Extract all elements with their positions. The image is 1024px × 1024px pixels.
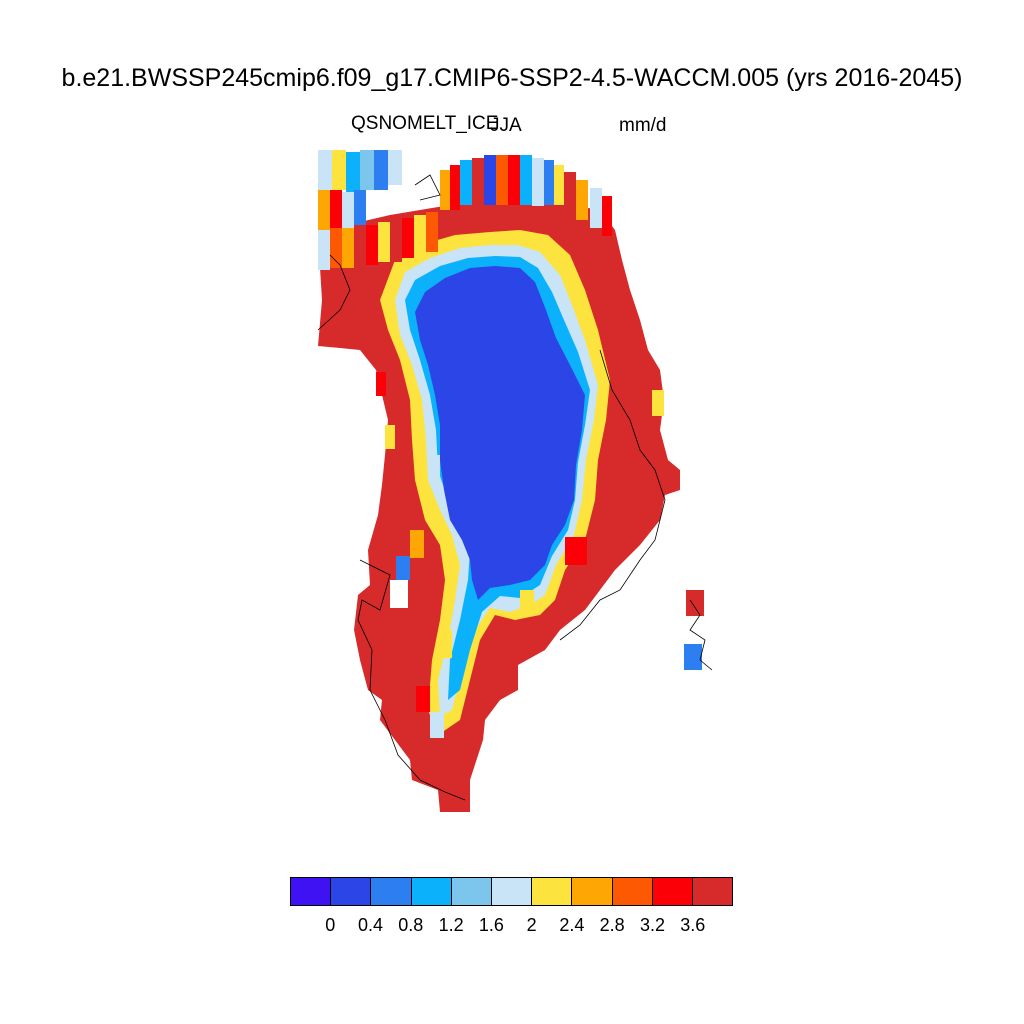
colorbar-box [532, 878, 573, 905]
colorbar-tick-label: 3.6 [680, 915, 706, 935]
colorbar-box [411, 878, 452, 905]
season-label: JJA [490, 115, 522, 136]
low-melt-interior [415, 266, 585, 600]
coastline [317, 174, 713, 801]
colorbar [290, 877, 733, 906]
west-coast-cells [376, 372, 452, 738]
colorbar-box [652, 878, 693, 905]
plot-title: b.e21.BWSSP245cmip6.f09_g17.CMIP6-SSP2-4… [61, 64, 963, 92]
variable-label: QSNOMELT_ICE [351, 113, 499, 134]
colorbar-box [451, 878, 492, 905]
north-coast-stripes [440, 155, 612, 236]
colorbar-tick-label: 2.8 [599, 915, 625, 935]
colorbar-tick-label: 1.2 [438, 915, 464, 935]
colorbar-box [612, 878, 653, 905]
colorbar-tick-label: 0 [325, 915, 336, 935]
colorbar-tick-label: 1.6 [478, 915, 504, 935]
colorbar-box [371, 878, 412, 905]
colorbar-tick-label: 3.2 [639, 915, 665, 935]
east-coast-cells [520, 390, 664, 614]
northwest-stripes [318, 150, 438, 270]
colorbar-box [572, 878, 613, 905]
colorbar-tick-label: 2.4 [559, 915, 585, 935]
colorbar-box [291, 878, 332, 905]
iceland-cells [684, 590, 704, 670]
colorbar-tick-label: 2 [526, 915, 537, 935]
colorbar-tick-label: 0.4 [358, 915, 384, 935]
colorbar-box [491, 878, 533, 905]
colorbar-tick-label: 0.8 [398, 915, 424, 935]
colorbar-box [692, 878, 733, 905]
units-label: mm/d [619, 115, 667, 136]
colorbar-box [331, 878, 372, 905]
